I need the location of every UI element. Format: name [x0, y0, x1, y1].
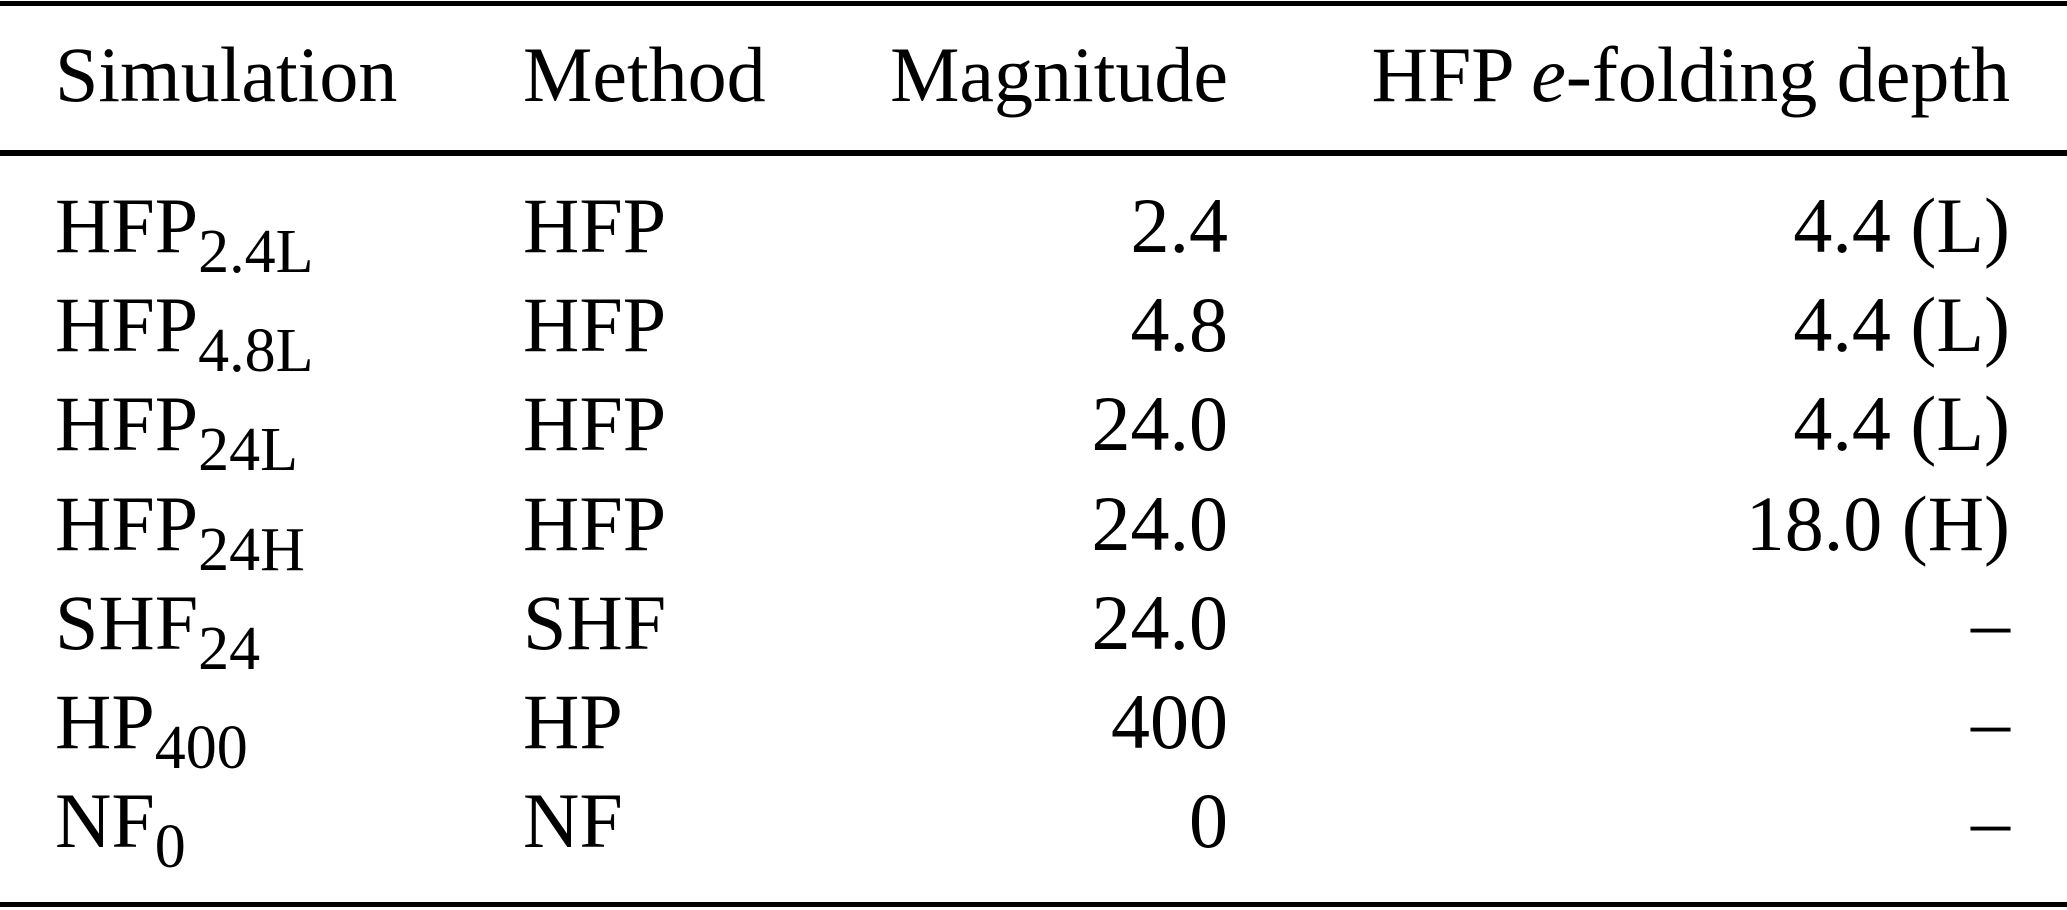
cell-magnitude: 400 [1111, 678, 1228, 766]
cell-efolding-depth: 4.4 (L) [1793, 380, 2010, 468]
simulation-name: SHF [55, 578, 199, 666]
column-header-magnitude: Magnitude [890, 31, 1228, 118]
table-body: HFP2.4L HFP 2.4 4.4 (L) HFP4.8L HFP 4.8 … [0, 176, 2067, 879]
cell-magnitude: 24.0 [1091, 479, 1229, 567]
depth-header-suffix: -folding depth [1565, 31, 2010, 118]
simulation-name: HFP [55, 181, 199, 269]
table-row: SHF24 SHF 24.0 – [0, 573, 2067, 680]
simulation-subscript: 0 [154, 813, 186, 882]
cell-simulation: NF0 [0, 782, 523, 879]
cell-method: HFP [523, 181, 667, 269]
cell-magnitude: 24.0 [1091, 578, 1229, 666]
simulation-subscript: 400 [154, 714, 248, 783]
table-header-row: Simulation Method Magnitude HFP e-foldin… [0, 0, 2067, 150]
cell-magnitude: 4.8 [1130, 280, 1229, 368]
cell-method: HFP [523, 380, 667, 468]
simulation-name: NF [55, 777, 155, 865]
cell-simulation: HFP24H [0, 484, 523, 581]
cell-simulation: HFP4.8L [0, 285, 523, 382]
cell-efolding-depth: – [1971, 777, 2010, 865]
column-header-simulation: Simulation [55, 31, 398, 118]
cell-efolding-depth: 18.0 (H) [1745, 479, 2010, 567]
cell-magnitude: 0 [1189, 777, 1228, 865]
table-row: HFP4.8L HFP 4.8 4.4 (L) [0, 275, 2067, 382]
cell-efolding-depth: – [1971, 578, 2010, 666]
depth-header-prefix: HFP [1371, 31, 1532, 118]
cell-simulation: SHF24 [0, 583, 523, 680]
table-header-rule [0, 150, 2067, 156]
simulation-subscript: 4.8L [198, 316, 314, 385]
cell-method: HP [523, 678, 623, 766]
cell-magnitude: 2.4 [1130, 181, 1229, 269]
simulation-subscript: 24L [198, 416, 298, 485]
cell-method: HFP [523, 479, 667, 567]
cell-method: HFP [523, 280, 667, 368]
simulation-name: HFP [55, 479, 199, 567]
simulation-name: HFP [55, 380, 199, 468]
simulation-subscript: 24 [198, 614, 261, 683]
column-header-efolding-depth: HFP e-folding depth [1228, 36, 2010, 114]
depth-header-italic-e: e [1531, 31, 1566, 118]
table-row: HFP24H HFP 24.0 18.0 (H) [0, 474, 2067, 581]
simulation-name: HFP [55, 280, 199, 368]
column-header-method: Method [523, 31, 766, 118]
table-row: NF0 NF 0 – [0, 772, 2067, 879]
simulation-subscript: 2.4L [198, 217, 314, 286]
table-top-rule [0, 1, 2067, 6]
table-row: HFP2.4L HFP 2.4 4.4 (L) [0, 176, 2067, 283]
cell-simulation: HFP2.4L [0, 186, 523, 283]
cell-magnitude: 24.0 [1091, 380, 1229, 468]
table-bottom-rule [0, 902, 2067, 907]
cell-efolding-depth: – [1971, 678, 2010, 766]
cell-method: NF [523, 777, 623, 865]
simulation-name: HP [55, 678, 155, 766]
cell-efolding-depth: 4.4 (L) [1793, 280, 2010, 368]
table-row: HFP24L HFP 24.0 4.4 (L) [0, 375, 2067, 482]
cell-simulation: HFP24L [0, 385, 523, 482]
cell-method: SHF [523, 578, 667, 666]
cell-efolding-depth: 4.4 (L) [1793, 181, 2010, 269]
cell-simulation: HP400 [0, 683, 523, 780]
table-row: HP400 HP 400 – [0, 672, 2067, 780]
simulation-subscript: 24H [198, 515, 305, 584]
